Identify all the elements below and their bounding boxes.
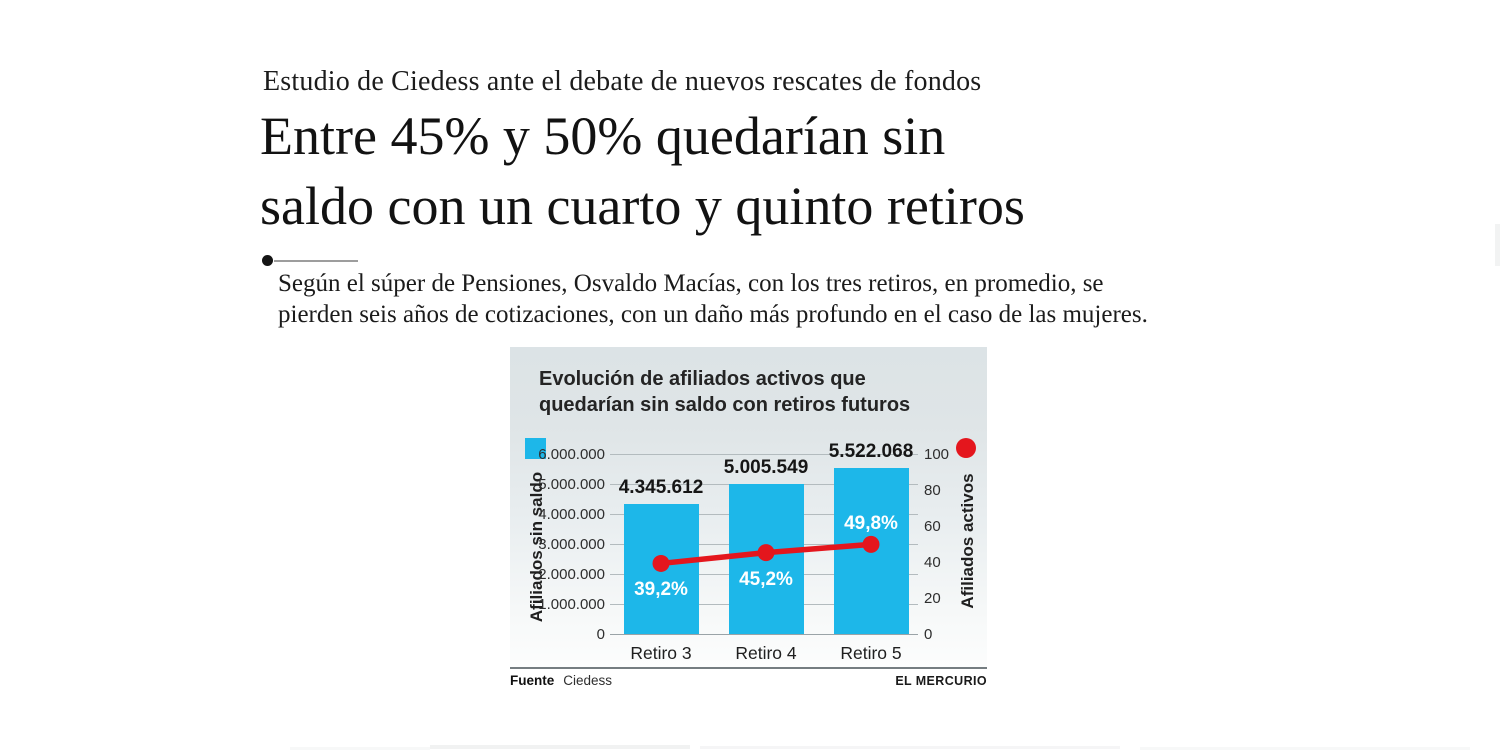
category-label: Retiro 4 xyxy=(735,643,797,663)
left-axis-tick: 4.000.000 xyxy=(538,506,605,523)
category-label: Retiro 5 xyxy=(840,643,902,663)
source-value: Ciedess xyxy=(563,673,613,688)
subhead-line-2: pierden seis años de cotizaciones, con u… xyxy=(278,301,1148,328)
gridline xyxy=(610,454,918,455)
bar-value-label: 4.345.612 xyxy=(618,476,704,498)
left-axis-tick: 5.000.000 xyxy=(538,476,605,493)
publication-credit: EL MERCURIO xyxy=(895,674,987,688)
category-label: Retiro 3 xyxy=(630,643,692,663)
left-axis-tick: 2.000.000 xyxy=(538,566,605,583)
right-axis-tick: 60 xyxy=(924,518,941,535)
line-point xyxy=(862,535,880,553)
gridline xyxy=(610,634,918,635)
scan-artifact xyxy=(1140,747,1470,750)
right-axis-tick: 80 xyxy=(924,482,941,499)
bar-value-label: 5.522.068 xyxy=(828,441,914,463)
left-axis-tick: 6.000.000 xyxy=(538,446,605,463)
headline-rule-line xyxy=(274,260,358,262)
right-axis-tick: 0 xyxy=(924,626,933,643)
line-value-label: 39,2% xyxy=(634,579,688,601)
left-axis-tick: 3.000.000 xyxy=(538,536,605,553)
scan-artifact xyxy=(290,747,430,750)
headline-line-1: Entre 45% y 50% quedarían sin xyxy=(260,106,946,166)
scan-artifact xyxy=(1495,224,1500,266)
chart-title-line-1: Evolución de afiliados activos que xyxy=(539,368,866,390)
source-label: Fuente xyxy=(510,673,555,688)
chart-panel: Evolución de afiliados activos que queda… xyxy=(510,347,987,667)
headline-rule-dot xyxy=(262,255,273,266)
headline-line-2: saldo con un cuarto y quinto retiros xyxy=(260,176,1025,236)
headline: Entre 45% y 50% quedarían sin saldo con … xyxy=(260,101,1310,241)
scan-artifact xyxy=(700,746,1120,749)
subhead: Según el súper de Pensiones, Osvaldo Mac… xyxy=(278,268,1218,330)
left-axis-tick: 1.000.000 xyxy=(538,596,605,613)
line-legend-dot xyxy=(956,438,976,458)
panel-bottom-rule xyxy=(510,667,987,669)
line-value-label: 45,2% xyxy=(739,568,793,590)
bar-value-label: 5.005.549 xyxy=(723,456,809,478)
scan-artifact xyxy=(430,745,690,749)
kicker: Estudio de Ciedess ante el debate de nue… xyxy=(263,66,982,97)
chart-title-line-2: quedarían sin saldo con retiros futuros xyxy=(539,394,911,416)
chart-title: Evolución de afiliados activos que queda… xyxy=(539,366,959,418)
right-axis-tick: 40 xyxy=(924,554,941,571)
source-row: Fuente Ciedess EL MERCURIO xyxy=(510,673,987,691)
right-axis-tick: 20 xyxy=(924,590,941,607)
subhead-line-1: Según el súper de Pensiones, Osvaldo Mac… xyxy=(278,270,1104,297)
left-axis-tick: 0 xyxy=(596,626,605,643)
right-axis-tick: 100 xyxy=(924,446,950,463)
line-point xyxy=(757,544,775,562)
line-value-label: 49,8% xyxy=(844,513,898,535)
line-point xyxy=(652,554,670,572)
line-series xyxy=(652,535,880,572)
bar-legend-swatch xyxy=(525,438,546,459)
